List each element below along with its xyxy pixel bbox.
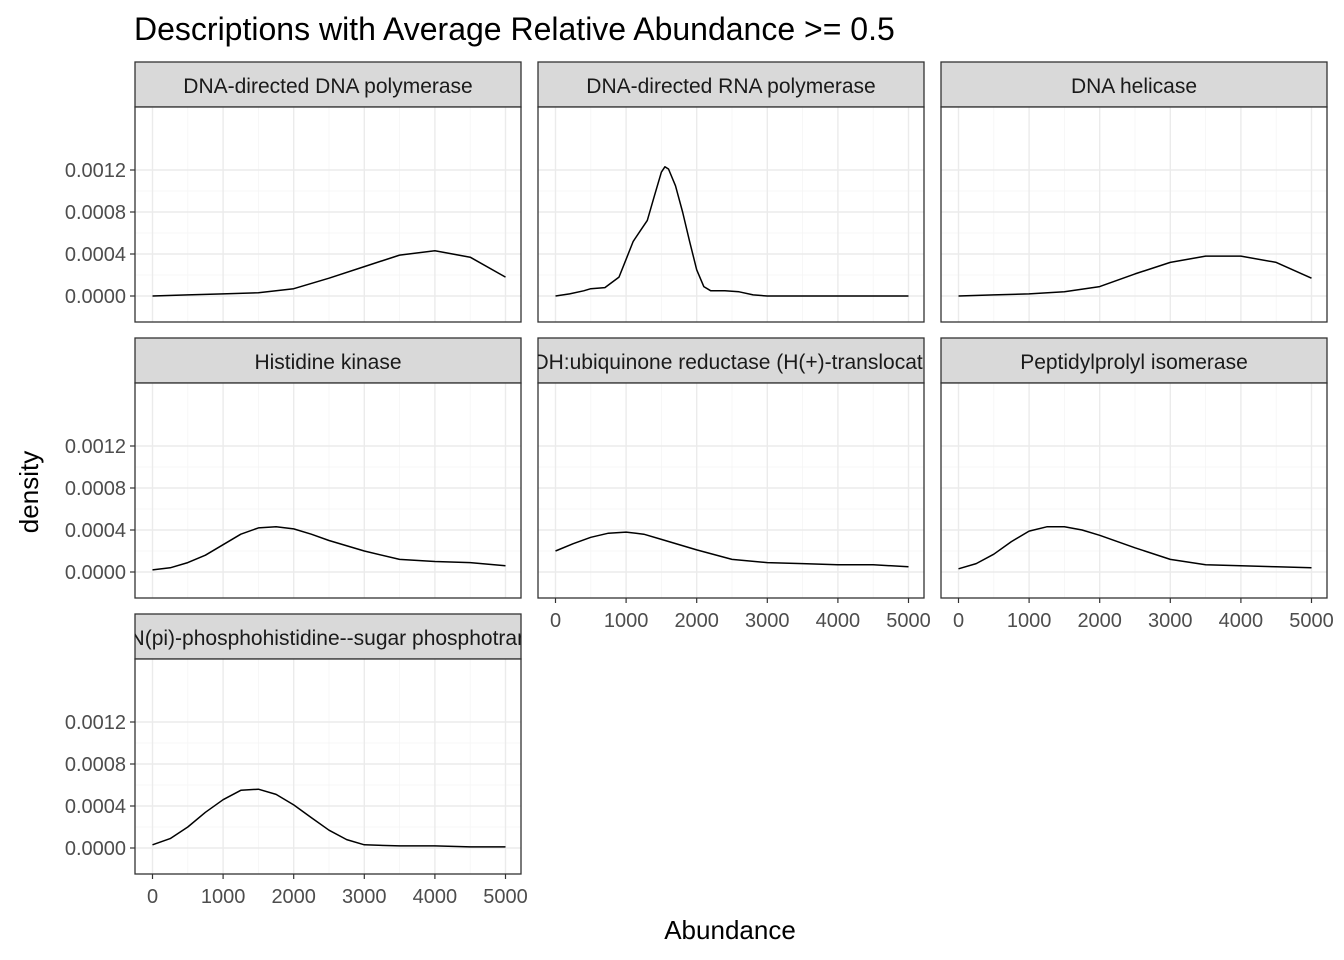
panel-border xyxy=(537,382,925,599)
density-curve-dna-directed-dna-polymerase xyxy=(152,250,506,297)
panel-border xyxy=(134,658,522,875)
facet-strip-label: DNA-directed DNA polymerase xyxy=(183,75,472,98)
x-tick-label: 0 xyxy=(550,610,561,632)
density-curve-dna-directed-rna-polymerase xyxy=(555,166,909,297)
facet-strip-label: Peptidylprolyl isomerase xyxy=(1020,351,1248,374)
facet-strip-label: NADH:ubiquinone reductase (H(+)-transloc… xyxy=(504,351,957,374)
density-curve-peptidylprolyl-isomerase xyxy=(958,526,1312,570)
facet-peptidylprolyl-isomerase: Peptidylprolyl isomerase 0 1000 2000 3000 400… xyxy=(940,337,1334,632)
x-axis-title: Abundance xyxy=(664,915,796,945)
panel-border xyxy=(134,382,522,599)
facet-plot-area xyxy=(134,658,522,875)
density-curve-nadh-ubiquinone-reductase-h-translocating xyxy=(555,531,909,568)
y-tick-label: 0.0000 xyxy=(65,838,126,860)
x-tick-label: 2000 xyxy=(1077,610,1122,632)
facet-strip xyxy=(940,61,1328,108)
facet-strip-label: Histidine kinase xyxy=(254,351,401,374)
y-tick-label: 0.0000 xyxy=(65,286,126,308)
x-tick-label: 2000 xyxy=(674,610,719,632)
facet-strip xyxy=(134,613,522,660)
x-tick-label: 1000 xyxy=(1007,610,1052,632)
y-axis-title: density xyxy=(14,451,44,533)
facet-histidine-kinase: Histidine kinase 0.0000 0.0004 0.0008 0.0012 xyxy=(65,337,522,599)
facet-plot-area xyxy=(537,382,925,599)
facet-plot-area xyxy=(537,106,925,323)
facet-plot-area xyxy=(134,382,522,599)
x-tick-label: 5000 xyxy=(483,886,528,908)
x-tick-label: 4000 xyxy=(1219,610,1264,632)
x-tick-label: 4000 xyxy=(413,886,458,908)
y-tick-label: 0.0008 xyxy=(65,202,126,224)
x-tick-label: 0 xyxy=(147,886,158,908)
facet-dna-directed-rna-polymerase: DNA-directed RNA polymerase xyxy=(537,61,925,323)
facet-protein-n-pi-phosphohistidine-sugar-phosphotransferase: protein-N(pi)-phosphohistidine--sugar ph… xyxy=(58,613,597,908)
chart-title: Descriptions with Average Relative Abund… xyxy=(134,11,895,47)
y-tick-label: 0.0012 xyxy=(65,160,126,182)
y-tick-label: 0.0000 xyxy=(65,562,126,584)
y-tick-label: 0.0004 xyxy=(65,244,126,266)
x-tick-label: 3000 xyxy=(745,610,790,632)
y-tick-label: 0.0012 xyxy=(65,712,126,734)
density-curve-histidine-kinase xyxy=(152,526,506,571)
x-tick-label: 1000 xyxy=(201,886,246,908)
facet-strip-label: DNA helicase xyxy=(1071,75,1197,98)
panel-border xyxy=(537,106,925,323)
facet-strip xyxy=(537,61,925,108)
facet-strip xyxy=(134,337,522,384)
x-tick-label: 3000 xyxy=(1148,610,1193,632)
x-tick-label: 5000 xyxy=(1289,610,1334,632)
x-tick-label: 1000 xyxy=(604,610,649,632)
x-tick-label: 4000 xyxy=(816,610,861,632)
facet-dna-helicase: DNA helicase xyxy=(940,61,1328,323)
x-tick-label: 3000 xyxy=(342,886,387,908)
facet-nadh-ubiquinone-reductase-h-translocating: NADH:ubiquinone reductase (H(+)-transloc… xyxy=(504,337,957,632)
density-curve-dna-helicase xyxy=(958,255,1312,297)
panel-border xyxy=(940,382,1328,599)
facet-dna-directed-dna-polymerase: DNA-directed DNA polymerase 0.0000 0.0004 0… xyxy=(65,61,522,323)
facet-plot-area xyxy=(134,106,522,323)
y-tick-label: 0.0008 xyxy=(65,754,126,776)
density-curve-protein-n-pi-phosphohistidine-sugar-phosphotransferase xyxy=(152,788,506,848)
facet-plot-area xyxy=(940,382,1328,599)
x-tick-label: 2000 xyxy=(271,886,316,908)
x-tick-label: 5000 xyxy=(886,610,931,632)
facet-panels: DNA-directed DNA polymerase 0.0000 0.0004 0… xyxy=(58,61,1334,908)
y-tick-label: 0.0012 xyxy=(65,436,126,458)
facet-strip xyxy=(940,337,1328,384)
y-tick-label: 0.0008 xyxy=(65,478,126,500)
panel-border xyxy=(134,106,522,323)
panel-border xyxy=(940,106,1328,323)
y-tick-label: 0.0004 xyxy=(65,520,126,542)
y-tick-label: 0.0004 xyxy=(65,796,126,818)
facet-plot-area xyxy=(940,106,1328,323)
x-tick-label: 0 xyxy=(953,610,964,632)
facet-strip-label: DNA-directed RNA polymerase xyxy=(586,75,875,98)
facet-strip xyxy=(134,61,522,108)
facet-strip-label: protein-N(pi)-phosphohistidine--sugar ph… xyxy=(58,627,597,650)
